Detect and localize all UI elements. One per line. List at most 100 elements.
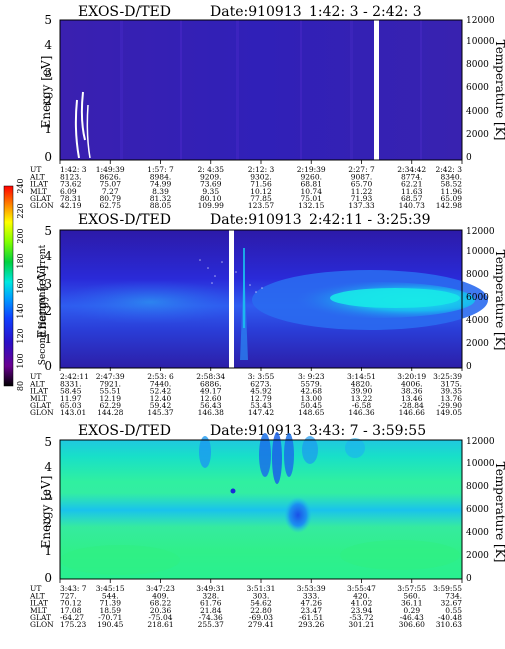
- table-cell-glat: 80.10: [200, 194, 222, 203]
- table-cell-alt: 734.: [445, 591, 462, 600]
- table-cell-ut: 2:53: 6: [147, 372, 174, 381]
- panel-2-time-range: 2:42:11 - 3:25:39: [309, 212, 431, 228]
- panel-1-y2tick: 8000: [466, 60, 489, 70]
- panel-3-time-range: 3:43: 7 - 3:59:55: [309, 423, 426, 439]
- table-row-label: GLAT: [30, 401, 51, 410]
- table-cell-glat: 75.01: [301, 194, 322, 203]
- panel-2: EXOS-D/TED Date:910913 2:42:11 - 3:25:39…: [29, 212, 505, 417]
- table-cell-ilat: 42.68: [301, 387, 323, 396]
- table-cell-ut: 3:47:23: [146, 584, 175, 593]
- table-cell-ut: 1:49:39: [96, 165, 125, 174]
- table-cell-glon: 301.21: [348, 620, 374, 629]
- table-row-label: UT: [30, 372, 41, 381]
- table-cell-glon: 190.45: [97, 620, 123, 629]
- table-cell-glon: 146.36: [348, 408, 374, 417]
- table-row-label: ALT: [29, 591, 45, 600]
- panel-3-y2tick: 12000: [466, 437, 495, 447]
- table-cell-alt: 7440.: [150, 379, 171, 388]
- table-cell-ut: 3:51:31: [247, 584, 276, 593]
- table-cell-glat: -69.03: [249, 613, 273, 622]
- table-cell-mlt: 10.12: [250, 187, 272, 196]
- panel-3-y2label: Temperature [K]: [493, 462, 505, 563]
- table-cell-ilat: 38.36: [401, 387, 423, 396]
- table-cell-mlt: 0.55: [445, 606, 462, 615]
- table-cell-ilat: 49.17: [200, 387, 222, 396]
- colorbar-tick: 100: [16, 353, 25, 368]
- table-cell-glat: 53.43: [250, 401, 272, 410]
- table-cell-glon: 148.65: [298, 408, 324, 417]
- panel-1-y2tick: 2000: [466, 130, 489, 140]
- table-cell-glat: 77.85: [250, 194, 272, 203]
- table-cell-ut: 3:53:39: [297, 584, 326, 593]
- table-cell-glat: 65.09: [441, 194, 463, 203]
- table-cell-mlt: 12.60: [200, 394, 222, 403]
- table-cell-mlt: 23.94: [351, 606, 373, 615]
- table-cell-mlt: 13.22: [351, 394, 373, 403]
- table-cell-mlt: 12.79: [250, 394, 272, 403]
- table-cell-alt: 6886.: [200, 379, 221, 388]
- table-row-label: MLT: [30, 187, 47, 196]
- table-cell-ut: 3:20:19: [397, 372, 426, 381]
- panel-3-ytick: 5: [44, 435, 52, 449]
- colorbar-tick: 240: [16, 178, 25, 193]
- colorbar-tick: 120: [16, 328, 25, 343]
- table-cell-alt: 4006.: [401, 379, 422, 388]
- table-cell-glon: 306.60: [399, 620, 425, 629]
- table-cell-mlt: 18.59: [100, 606, 122, 615]
- table-cell-ilat: 58.45: [60, 387, 82, 396]
- table-cell-alt: 9209.: [200, 172, 221, 181]
- table-cell-mlt: 9.35: [202, 187, 219, 196]
- table-cell-ut: 3:59:55: [433, 584, 462, 593]
- table-cell-alt: 328.: [202, 591, 219, 600]
- table-cell-ut: 3:57:55: [397, 584, 426, 593]
- table-cell-mlt: 12.19: [100, 394, 122, 403]
- table-cell-glat: -40.48: [438, 613, 462, 622]
- table-cell-ilat: 68.22: [150, 599, 172, 608]
- table-cell-glon: 146.66: [399, 408, 425, 417]
- table-cell-mlt: 21.84: [200, 606, 222, 615]
- table-cell-glon: 293.26: [298, 620, 324, 629]
- table-cell-ilat: 36.11: [401, 599, 422, 608]
- table-cell-mlt: 8.39: [152, 187, 169, 196]
- panel-2-y2tick: 6000: [466, 293, 489, 303]
- table-cell-alt: 6273.: [250, 379, 271, 388]
- panel-2-ytick: 4: [44, 249, 52, 263]
- table-cell-glon: 279.41: [248, 620, 274, 629]
- table-row-label: UT: [30, 584, 41, 593]
- colorbar-tick: 180: [16, 253, 25, 268]
- table-cell-mlt: 7.27: [102, 187, 119, 196]
- table-cell-ilat: 65.70: [351, 180, 373, 189]
- panel-3: EXOS-D/TED Date:910913 3:43: 7 - 3:59:55…: [29, 423, 505, 629]
- table-cell-mlt: 11.96: [441, 187, 463, 196]
- colorbar-tick: 200: [16, 228, 25, 243]
- table-cell-glon: 146.38: [198, 408, 224, 417]
- table-cell-mlt: 11.63: [401, 187, 423, 196]
- table-cell-alt: 409.: [152, 591, 169, 600]
- table-cell-mlt: 13.00: [301, 394, 323, 403]
- table-cell-glat: -46.43: [400, 613, 424, 622]
- table-cell-ut: 3:49:31: [196, 584, 225, 593]
- table-cell-glat: 81.32: [150, 194, 172, 203]
- table-cell-glon: 140.73: [399, 201, 425, 210]
- panel-3-y2tick: 6000: [466, 505, 489, 515]
- table-cell-ilat: 74.99: [150, 180, 172, 189]
- panel-1-y2-axis: 0 2000 4000 6000 8000 10000 12000 Temper…: [466, 16, 505, 163]
- table-cell-glon: 109.99: [198, 201, 224, 210]
- table-cell-alt: 8331.: [60, 379, 81, 388]
- panel-2-ytick: 1: [44, 332, 52, 346]
- table-row-label: ALT: [29, 172, 45, 181]
- panel-1-plot-area: [60, 20, 462, 160]
- table-cell-ut: 2:42: 3: [435, 165, 462, 174]
- panel-1-y-axis: 0 1 2 3 4 5 Energy [eV]: [39, 13, 53, 164]
- colorbar-tick: 220: [16, 203, 25, 218]
- table-row-label: GLON: [30, 620, 54, 629]
- table-cell-glat: -6.58: [352, 401, 371, 410]
- table-cell-alt: 9302.: [250, 172, 271, 181]
- panel-1-time-range: 1:42: 3 - 2:42: 3: [309, 4, 422, 20]
- table-cell-ilat: 71.39: [100, 599, 122, 608]
- panel-2-ytick: 0: [44, 359, 52, 373]
- table-cell-alt: 420.: [353, 591, 370, 600]
- table-cell-ut: 2:34:42: [397, 165, 426, 174]
- table-cell-ilat: 62.21: [401, 180, 422, 189]
